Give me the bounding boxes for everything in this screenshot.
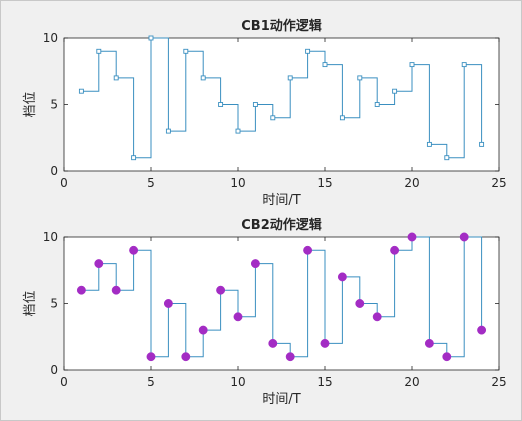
data-point [148,35,154,41]
data-point [165,128,171,134]
data-point [216,285,226,295]
x-tick-label: 25 [491,176,506,190]
data-point [163,299,173,308]
data-point [181,352,191,362]
data-point [477,325,487,335]
plot-area [63,37,500,172]
y-tick-label: 0 [50,164,58,178]
y-tick-label: 0 [50,363,58,377]
x-tick-label: 10 [230,375,245,389]
data-point [339,115,345,121]
data-point [459,232,469,242]
data-point [337,272,347,282]
chart-title: CB1动作逻辑 [241,18,322,34]
data-point [270,115,276,121]
series-step-line [81,236,483,358]
data-point [183,48,189,54]
x-tick-label: 0 [60,375,68,389]
x-tick-label: 5 [147,375,155,389]
data-point [320,338,330,348]
data-point [479,141,485,147]
data-point [355,299,365,308]
data-point [252,102,258,107]
x-tick-label: 20 [404,176,419,190]
data-point [78,88,84,94]
data-point [96,48,102,54]
y-axis-label: 档位 [23,290,38,316]
data-point [407,232,417,242]
data-point [322,62,328,68]
data-point [303,245,313,255]
data-point [372,312,382,322]
series-step-line [81,37,483,159]
data-point [129,245,139,255]
y-tick-label: 10 [43,31,58,45]
y-tick-label: 5 [50,98,58,112]
x-tick-label: 15 [317,176,332,190]
data-point [409,62,415,68]
x-axis-label: 时间/T [262,193,300,208]
x-tick-label: 5 [147,176,155,190]
data-point [305,48,311,54]
y-tick-label: 5 [50,297,58,311]
x-tick-label: 15 [317,375,332,389]
data-point [146,352,156,362]
data-point [268,338,278,348]
data-point [424,338,434,348]
x-tick-label: 10 [230,176,245,190]
data-point [374,102,380,107]
data-point [392,88,398,94]
data-point [113,75,119,81]
chart-title: CB2动作逻辑 [241,217,322,233]
chart-panel-2: CB2动作逻辑 0 5 10 15 20 25 0 5 10 时间/T 档位 [23,217,507,407]
data-point [461,62,467,68]
chart-panel-1: CB1动作逻辑 0 5 10 15 20 25 0 5 10 时间/T 档位 [23,18,507,208]
data-point [218,102,224,107]
data-point [442,352,452,362]
data-point [250,259,260,269]
data-point [76,285,86,295]
y-tick-label: 10 [43,230,58,244]
data-point [357,75,363,81]
y-axis-label: 档位 [23,91,38,117]
data-point [235,128,241,134]
data-point [94,259,104,269]
plot-area [63,236,500,371]
x-tick-label: 25 [491,375,506,389]
data-point [111,285,121,295]
data-point [390,245,400,255]
data-point [233,312,243,322]
data-point [285,352,295,362]
data-point [444,155,450,161]
data-point [287,75,293,81]
data-point [200,75,206,81]
data-point [426,141,432,147]
x-tick-label: 0 [60,176,68,190]
x-axis-label: 时间/T [262,392,300,407]
x-tick-label: 20 [404,375,419,389]
data-point [131,155,137,161]
data-point [198,325,208,335]
